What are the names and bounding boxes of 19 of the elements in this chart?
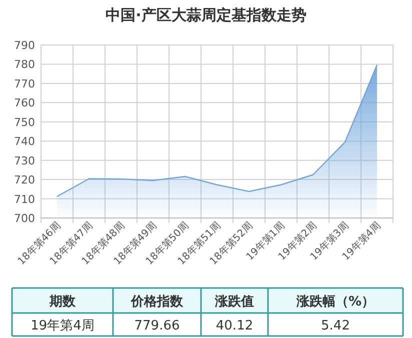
y-tick-label: 730 — [14, 154, 35, 168]
text: 涨跌值 — [214, 294, 254, 310]
y-tick-label: 740 — [14, 135, 35, 148]
y-tick-label: 770 — [14, 77, 35, 90]
text: 40.12 — [216, 318, 254, 334]
text: 期数 — [48, 294, 76, 310]
y-tick-label: 710 — [14, 192, 35, 206]
text: 779.66 — [134, 318, 180, 334]
text: 涨跌幅（%） — [295, 294, 375, 310]
y-tick-label: 750 — [14, 116, 35, 129]
text: 价格指数 — [130, 294, 184, 310]
y-tick-label: 760 — [14, 96, 35, 110]
chart-title: 中国·产区大蒜周定基指数走势 — [106, 6, 306, 24]
y-tick-label: 720 — [14, 174, 35, 187]
text: 5.42 — [321, 318, 350, 334]
text: 19年第4周 — [30, 318, 94, 334]
y-tick-label: 790 — [14, 39, 35, 52]
y-tick-label: 700 — [14, 212, 35, 225]
y-tick-label: 780 — [14, 58, 35, 72]
